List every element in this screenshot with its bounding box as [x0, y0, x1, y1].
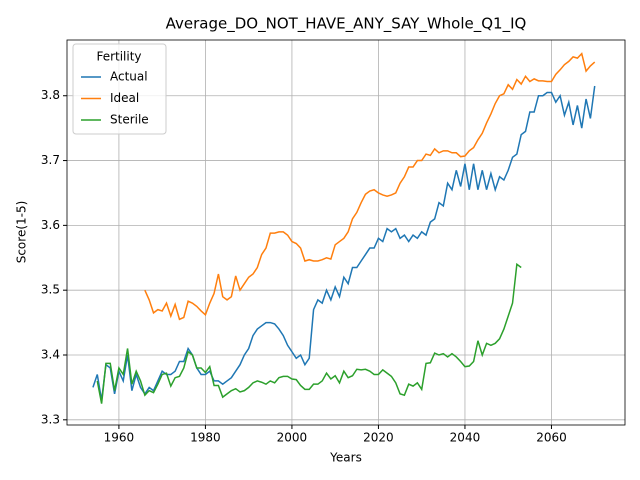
y-axis-label: Score(1-5)	[15, 201, 29, 264]
y-tick-label: 3.3	[41, 412, 60, 426]
legend: Fertility Actual Ideal Sterile	[72, 43, 167, 135]
x-tick-label: 1980	[190, 431, 221, 445]
x-tick-label: 2060	[536, 431, 567, 445]
x-tick-label: 2000	[277, 431, 308, 445]
x-tick-label: 2040	[450, 431, 481, 445]
data-line	[92, 85, 596, 401]
legend-label: Ideal	[110, 91, 139, 105]
legend-title: Fertility	[96, 50, 141, 64]
x-tick-label: 1960	[104, 431, 135, 445]
y-tick-label: 3.5	[41, 283, 60, 297]
chart-title: Average_DO_NOT_HAVE_ANY_SAY_Whole_Q1_IQ	[166, 15, 527, 34]
legend-box	[72, 43, 167, 135]
y-tick-label: 3.4	[41, 348, 60, 362]
legend-label: Sterile	[110, 113, 149, 127]
plot-frame	[66, 39, 626, 426]
y-tick-label: 3.6	[41, 218, 60, 232]
x-axis-label: Years	[329, 451, 362, 465]
x-tick-label: 2020	[363, 431, 394, 445]
y-tick-label: 3.8	[41, 88, 60, 102]
data-line	[96, 262, 522, 404]
legend-label: Actual	[110, 70, 148, 84]
data-line	[144, 52, 596, 321]
y-tick-label: 3.7	[41, 153, 60, 167]
